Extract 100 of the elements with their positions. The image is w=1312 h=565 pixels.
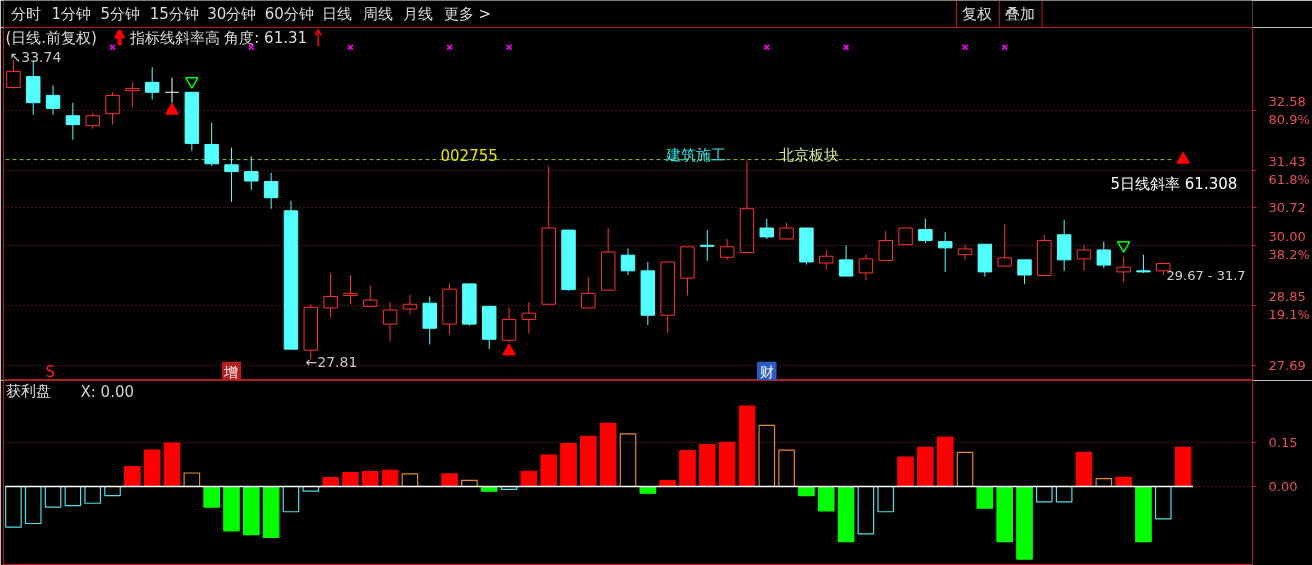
candlestick — [283, 200, 299, 350]
y-tick-label: 30.72 — [1268, 200, 1306, 216]
data-label: 财 — [759, 363, 774, 380]
text: 日线 — [322, 5, 353, 23]
candlestick — [45, 84, 61, 116]
y-tick-label: 30.00 38.2% — [1268, 228, 1310, 262]
candlestick — [105, 91, 120, 126]
text: 5分钟 — [100, 5, 141, 23]
bar — [1135, 485, 1152, 543]
text: 更多 > — [443, 5, 492, 23]
bar — [996, 485, 1014, 543]
bar — [897, 456, 914, 488]
candlestick — [680, 246, 695, 296]
candlestick — [402, 294, 418, 315]
candlestick — [997, 223, 1012, 267]
chart-title: (日线.前复权) — [5, 28, 97, 47]
annotation: S — [45, 362, 56, 381]
y-tick-label: 0.15 — [1268, 434, 1298, 450]
candlestick — [600, 227, 616, 291]
bar — [124, 465, 141, 488]
candlestick — [660, 261, 675, 334]
y-tick-label: 28.85 19.1% — [1268, 288, 1310, 322]
bar — [976, 485, 994, 509]
point — [1176, 151, 1190, 164]
annotation: 建筑施工 — [664, 145, 726, 164]
point — [1001, 44, 1008, 51]
candlestick — [620, 247, 636, 276]
candlestick — [422, 295, 437, 345]
bar — [599, 422, 617, 488]
bar — [758, 424, 776, 488]
bar — [560, 443, 577, 488]
bar — [143, 449, 161, 488]
candlestick — [838, 244, 854, 277]
text: 30分钟 — [207, 5, 257, 23]
text: 15分钟 — [149, 5, 199, 23]
candlestick — [184, 91, 200, 152]
candlestick — [858, 254, 874, 281]
bar — [679, 450, 696, 488]
text: 分时 — [11, 5, 42, 23]
candlestick — [65, 102, 81, 141]
point — [502, 343, 516, 356]
candlestick — [144, 66, 160, 101]
annotation: X: 0.00 — [80, 382, 134, 401]
candlestick — [561, 229, 576, 291]
annotation: ←27.81 — [305, 353, 358, 370]
candlestick — [878, 230, 893, 261]
bar — [262, 485, 280, 538]
bar — [817, 485, 835, 512]
candlestick — [957, 244, 973, 261]
text: 月线 — [403, 5, 434, 23]
candlestick — [1116, 256, 1131, 283]
bar — [917, 446, 934, 488]
bar — [342, 472, 359, 488]
candlestick — [1056, 219, 1072, 272]
bar — [1016, 485, 1033, 560]
candlestick — [1076, 244, 1092, 272]
bar — [1115, 476, 1132, 488]
data-label: 增 — [223, 363, 239, 380]
y-tick-label: 27.69 — [1268, 358, 1306, 374]
bar — [580, 435, 597, 488]
candlestick — [739, 160, 755, 254]
bar — [361, 470, 379, 488]
annotation: 29.67 - 31.7 — [1166, 268, 1246, 283]
annotation: 002755 — [440, 146, 498, 165]
annotation: ↖33.74 — [9, 48, 62, 65]
candlestick — [700, 229, 715, 262]
bar — [837, 485, 855, 543]
chart-title: 获利盘 — [5, 381, 51, 400]
y-tick-label: 31.43 61.8% — [1268, 154, 1310, 188]
text: 周线 — [362, 5, 393, 23]
annotation: 5日线斜率 61.308 — [1110, 174, 1238, 193]
bar — [1174, 446, 1192, 488]
chart-subtitle: 指标线斜率高 角度: 61.31 — [128, 28, 308, 47]
point — [165, 102, 179, 115]
y-tick-label: 0.00 — [1268, 479, 1298, 495]
bar — [441, 473, 458, 488]
bar — [798, 485, 815, 497]
candlestick — [521, 301, 537, 334]
candlestick — [898, 227, 913, 246]
bar — [223, 485, 240, 532]
bar — [698, 443, 716, 488]
y-tick-label: 32.58 80.9% — [1268, 94, 1310, 128]
bar — [738, 405, 756, 488]
candlestick — [541, 165, 556, 305]
bar — [203, 485, 220, 508]
candlestick — [382, 301, 398, 342]
bar — [1075, 451, 1093, 488]
annotation: 北京板块 — [778, 145, 839, 164]
text: 60分钟 — [264, 5, 314, 23]
text: 复权 — [962, 5, 993, 23]
candlestick — [263, 172, 279, 210]
bar — [163, 442, 181, 488]
bar — [857, 485, 875, 535]
point — [185, 77, 199, 89]
candlestick — [581, 276, 596, 309]
bar — [520, 470, 538, 488]
candlestick — [125, 81, 140, 108]
text: 叠加 — [1004, 5, 1035, 23]
candlestick — [204, 122, 219, 167]
bar — [242, 485, 260, 536]
